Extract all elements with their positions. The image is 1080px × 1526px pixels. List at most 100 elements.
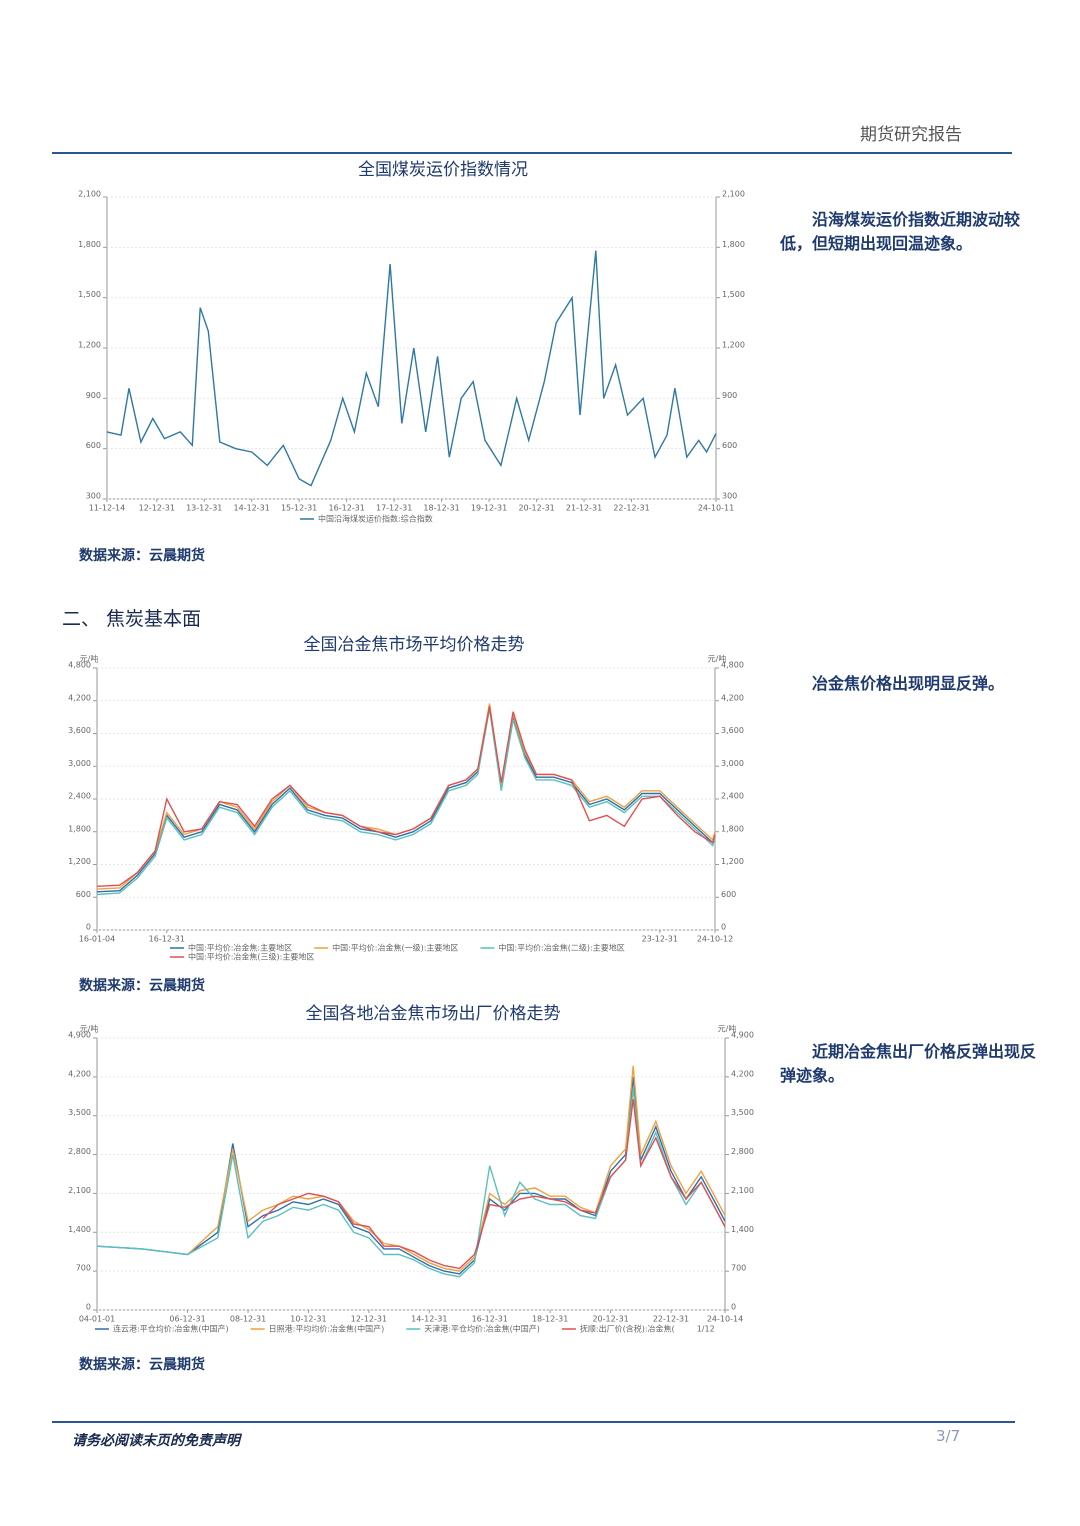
chart-title: 全国各地冶金焦市场出厂价格走势 [305,1004,561,1024]
y2-tick-label: 2,400 [721,792,744,801]
chart-title: 全国煤炭运价指数情况 [358,160,528,180]
unit-label: 元/吨 [718,1024,737,1034]
series-line [96,706,716,887]
x-tick-label: 08-12-31 [230,1315,266,1324]
x-tick-label: 06-12-31 [169,1315,205,1324]
x-tick-label: 12-12-31 [139,504,175,513]
series-line [187,1065,726,1272]
x-tick-label: 22-12-31 [613,504,649,513]
y2-tick-label: 3,600 [721,726,744,735]
y-tick-label: 1,500 [78,290,101,299]
data-source: 数据来源：云晨期货 [79,978,205,994]
y-tick-label: 3,600 [68,726,91,735]
y-tick-label: 1,800 [68,824,91,833]
y-tick-label: 1,200 [68,857,91,866]
legend-label: 连云港:平仓均价:冶金焦(中国产) [113,1324,229,1334]
y-tick-label: 4,800 [68,661,91,670]
x-tick-label: 10-12-31 [290,1315,326,1324]
y2-tick-label: 4,800 [721,661,744,670]
page-number: 3/7 [936,1427,961,1445]
legend-label: 日照港:平均均价:冶金焦(中国产) [269,1324,385,1334]
y-tick-label: 4,200 [68,1069,91,1078]
y2-tick-label: 4,200 [731,1069,754,1078]
series-line [96,708,716,896]
x-tick-label: 18-12-31 [532,1315,568,1324]
x-tick-label: 20-12-31 [592,1315,628,1324]
y-tick-label: 2,400 [68,792,91,801]
legend-label: 中国:平均价:冶金焦(二级):主要地区 [498,943,624,953]
unit-label: 元/吨 [708,654,727,664]
y-tick-label: 900 [86,391,101,400]
x-tick-label: 21-12-31 [566,504,602,513]
chart-title: 全国冶金焦市场平均价格走势 [303,635,525,655]
footer-rule [52,1421,1015,1423]
x-tick-label: 13-12-31 [186,504,222,513]
legend-label: 中国:平均价:冶金焦:主要地区 [188,943,292,953]
unit-label: 元/吨 [80,654,99,664]
y-tick-label: 4,900 [68,1031,91,1040]
y2-tick-label: 2,800 [731,1147,754,1156]
x-tick-label: 24-10-12 [697,935,733,944]
y-tick-label: 2,100 [68,1186,91,1195]
x-tick-label: 23-12-31 [642,935,678,944]
y-tick-label: 300 [86,492,101,501]
y2-tick-label: 1,500 [722,290,745,299]
chart-note: 近期冶金焦出厂价格反弹出现反弹迹象。 [780,1042,1037,1085]
series-line [262,1099,726,1270]
x-tick-label: 22-12-31 [653,1315,689,1324]
x-tick-label: 16-12-31 [472,1315,508,1324]
y2-tick-label: 600 [722,441,737,450]
chart-note: 沿海煤炭运价指数近期波动较低，但短期出现回温迹象。 [780,210,1021,253]
y-tick-label: 700 [76,1264,91,1273]
y2-tick-label: 1,800 [722,240,745,249]
y2-tick-label: 600 [721,890,736,899]
x-tick-label: 24-10-11 [698,504,734,513]
data-source: 数据来源：云晨期货 [79,1357,205,1373]
x-tick-label: 12-12-31 [351,1315,387,1324]
y-tick-label: 1,200 [78,341,101,350]
legend-label: 中国沿海煤炭运价指数:综合指数 [318,514,433,524]
y2-tick-label: 1,200 [722,341,745,350]
y2-tick-label: 300 [722,492,737,501]
legend-label: 中国:平均价:冶金焦(一级):主要地区 [332,943,458,953]
legend-pager: 1/12 [697,1325,715,1334]
data-source: 数据来源：云晨期货 [79,548,205,564]
legend-label: 中国:平均价:冶金焦(三级):主要地区 [188,952,314,962]
legend-label: 抚顺:出厂价(含税):冶金焦( [580,1324,675,1334]
series-line [96,703,716,890]
y-tick-label: 2,800 [68,1147,91,1156]
y-tick-label: 0 [86,1303,91,1312]
header-title: 期货研究报告 [860,125,962,145]
chart-note: 冶金焦价格出现明显反弹。 [812,674,1005,693]
footer-disclaimer: 请务必阅读末页的免责声明 [72,1433,240,1449]
y-tick-label: 1,800 [78,240,101,249]
y2-tick-label: 2,100 [722,190,745,199]
y2-tick-label: 1,400 [731,1225,754,1234]
x-tick-label: 11-12-14 [89,504,125,513]
y2-tick-label: 0 [731,1303,736,1312]
y-tick-label: 3,500 [68,1108,91,1117]
header-rule [52,152,1012,154]
legend-label: 天津港:平仓均价:冶金焦(中国产) [424,1324,540,1334]
x-tick-label: 16-12-31 [149,935,185,944]
x-tick-label: 04-01-01 [79,1315,115,1324]
x-tick-label: 16-12-31 [329,504,365,513]
y2-tick-label: 4,900 [731,1031,754,1040]
unit-label: 元/吨 [80,1024,99,1034]
y2-tick-label: 1,800 [721,824,744,833]
y2-tick-label: 4,200 [721,693,744,702]
y2-tick-label: 3,500 [731,1108,754,1117]
x-tick-label: 16-01-04 [79,935,115,944]
y2-tick-label: 0 [721,923,726,932]
y-tick-label: 2,100 [78,190,101,199]
y-tick-label: 600 [86,441,101,450]
x-tick-label: 14-12-31 [411,1315,447,1324]
y-tick-label: 4,200 [68,693,91,702]
y2-tick-label: 2,100 [731,1186,754,1195]
x-tick-label: 24-10-14 [707,1315,743,1324]
section-heading: 二、 焦炭基本面 [62,608,202,630]
x-tick-label: 17-12-31 [376,504,412,513]
y-tick-label: 600 [76,890,91,899]
